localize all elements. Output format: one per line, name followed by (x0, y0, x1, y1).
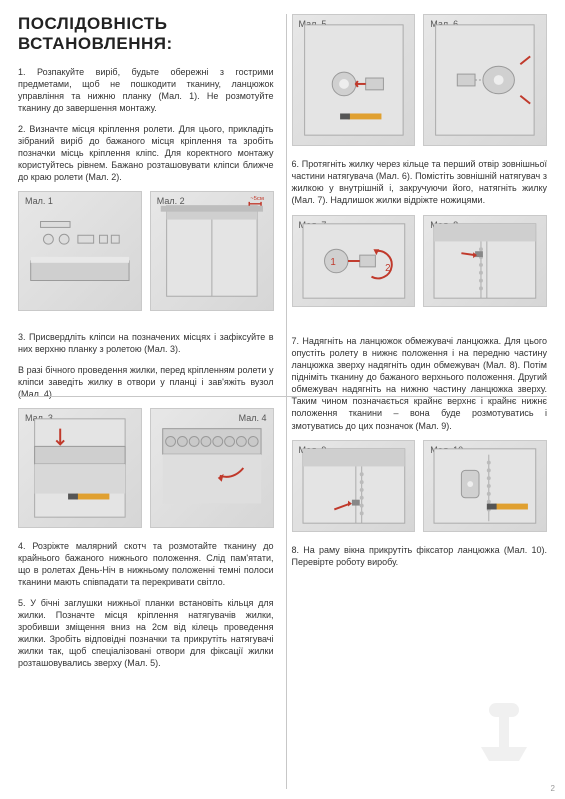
watermark-icon (469, 695, 539, 765)
figure-1-art (19, 192, 141, 310)
svg-text:1: 1 (330, 256, 335, 267)
page-number: 2 (551, 784, 555, 793)
figure-4-art (151, 409, 273, 527)
fig-row-9-10: Мал. 9 Мал. 10 (292, 440, 548, 532)
step-8: 8. На раму вікна прикрутіть фіксатор лан… (292, 544, 548, 568)
figure-5: Мал. 5 (292, 14, 416, 146)
figure-3: Мал. 3 (18, 408, 142, 528)
figure-5-art (293, 15, 415, 145)
fig-row-5-6: Мал. 5 Мал. 6 (292, 14, 548, 146)
figure-9-art (293, 441, 415, 531)
figure-10: Мал. 10 (423, 440, 547, 532)
right-column: Мал. 5 Мал. 6 (292, 14, 548, 789)
figure-3-art (19, 409, 141, 527)
figure-6-art (424, 15, 546, 145)
dim-label: ~5см (250, 196, 264, 202)
step-7: 7. Надягніть на ланцюжок обмежувачі ланц… (292, 335, 548, 432)
fig-row-3-4: Мал. 3 Мал. 4 (18, 408, 274, 528)
step-5: 5. У бічні заглушки нижньої планки встан… (18, 597, 274, 670)
horizontal-divider (18, 396, 547, 397)
figure-8: Мал. 8 (423, 215, 547, 307)
figure-9: Мал. 9 (292, 440, 416, 532)
step-2: 2. Визначте місця кріплення ролети. Для … (18, 123, 274, 184)
figure-4: Мал. 4 (150, 408, 274, 528)
svg-text:2: 2 (385, 262, 390, 273)
vertical-divider (286, 14, 287, 789)
figure-1: Мал. 1 (18, 191, 142, 311)
fig-row-7-8: Мал. 7 1 2 Мал. 8 (292, 215, 548, 307)
figure-8-art (424, 216, 546, 306)
figure-7: Мал. 7 1 2 (292, 215, 416, 307)
step-3: 3. Присвердліть кліпси на позначених міс… (18, 331, 274, 355)
figure-6: Мал. 6 (423, 14, 547, 146)
figure-2-art: ~5см (151, 192, 273, 310)
step-3b: В разі бічного проведення жилки, перед к… (18, 364, 274, 400)
step-4: 4. Розріжте малярний скотч та розмотайте… (18, 540, 274, 589)
figure-2: Мал. 2 ~5см (150, 191, 274, 311)
figure-10-art (424, 441, 546, 531)
fig-row-1-2: Мал. 1 Мал. 2 (18, 191, 274, 311)
step-1: 1. Розпакуйте виріб, будьте обережні з г… (18, 66, 274, 115)
step-6: 6. Протягніть жилку через кільце та перш… (292, 158, 548, 207)
columns: ПОСЛІДОВНІСТЬ ВСТАНОВЛЕННЯ: 1. Розпакуйт… (18, 14, 547, 789)
page-title: ПОСЛІДОВНІСТЬ ВСТАНОВЛЕННЯ: (18, 14, 274, 54)
instruction-page: ПОСЛІДОВНІСТЬ ВСТАНОВЛЕННЯ: 1. Розпакуйт… (0, 0, 565, 799)
left-column: ПОСЛІДОВНІСТЬ ВСТАНОВЛЕННЯ: 1. Розпакуйт… (18, 14, 274, 789)
figure-7-art: 1 2 (293, 216, 415, 306)
